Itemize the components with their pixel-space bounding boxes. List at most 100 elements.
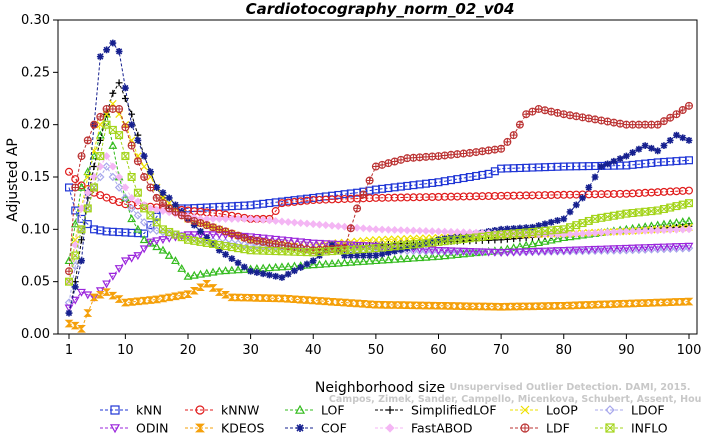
data-point <box>378 250 386 258</box>
data-point <box>171 256 180 265</box>
data-point <box>146 296 155 304</box>
data-point <box>258 294 268 302</box>
data-point <box>152 205 161 214</box>
data-point <box>340 222 349 231</box>
data-point <box>659 298 669 307</box>
data-point <box>246 240 255 250</box>
data-point <box>490 302 500 311</box>
data-point <box>559 110 568 119</box>
data-point <box>214 288 224 296</box>
data-point <box>615 246 625 255</box>
data-point <box>566 208 574 216</box>
data-point <box>114 183 124 192</box>
data-point <box>284 270 292 278</box>
data-point <box>422 227 430 235</box>
data-point <box>139 296 149 305</box>
legend-label: kNN <box>136 403 162 418</box>
legend-label: SimplifiedLOF <box>411 403 497 418</box>
data-point <box>665 244 675 254</box>
series-layer <box>64 39 694 333</box>
data-point <box>190 221 198 229</box>
data-point <box>427 246 437 255</box>
data-point <box>71 183 80 192</box>
data-point <box>446 302 456 310</box>
data-point <box>139 218 149 227</box>
data-point <box>665 298 675 306</box>
data-point <box>547 107 556 116</box>
watermark: Unsupervised Outlier Detection. DAMI, 20… <box>329 382 702 405</box>
x-axis-label: Neighborhood size <box>315 380 445 396</box>
data-point <box>158 207 167 215</box>
legend-marker <box>296 424 304 432</box>
data-point <box>64 167 73 176</box>
data-point <box>547 218 555 226</box>
data-point <box>346 299 356 307</box>
legend-marker <box>520 405 530 415</box>
legend-item-knn: kNN <box>100 403 162 418</box>
data-point <box>115 104 124 113</box>
series-cof <box>65 39 693 317</box>
data-point <box>140 162 148 171</box>
data-point <box>228 255 236 263</box>
data-point <box>328 221 336 230</box>
data-point <box>284 218 293 226</box>
data-point <box>597 228 606 237</box>
x-tick-label: 40 <box>305 343 322 358</box>
data-point <box>90 120 99 129</box>
data-point <box>302 296 312 304</box>
data-point <box>108 291 118 300</box>
data-point <box>641 226 650 235</box>
data-point <box>509 131 518 140</box>
data-point <box>108 172 118 182</box>
data-point <box>384 249 392 256</box>
data-point <box>283 261 293 270</box>
data-point <box>452 247 462 256</box>
data-point <box>296 295 306 304</box>
data-point <box>559 233 569 242</box>
data-point <box>121 193 130 203</box>
data-point <box>353 223 362 232</box>
data-point <box>515 248 525 257</box>
data-point <box>271 216 280 225</box>
data-point <box>459 302 468 310</box>
data-point <box>634 227 643 235</box>
data-point <box>541 220 549 228</box>
data-point <box>622 227 631 236</box>
data-point <box>597 116 606 125</box>
data-point <box>515 120 524 129</box>
data-point <box>534 104 543 113</box>
data-point <box>447 227 455 236</box>
data-point <box>78 257 85 265</box>
data-point <box>616 155 624 163</box>
data-point <box>610 157 618 165</box>
series-kdeos <box>64 279 694 333</box>
data-point <box>554 217 561 224</box>
data-point <box>403 226 412 235</box>
data-point <box>384 235 393 244</box>
data-point <box>415 246 424 256</box>
data-point <box>396 254 406 263</box>
legend-label: KDEOS <box>221 421 265 434</box>
data-point <box>402 254 412 262</box>
data-point <box>121 152 130 161</box>
data-point <box>133 297 143 306</box>
data-point <box>171 207 180 216</box>
data-point <box>71 241 80 249</box>
data-point <box>622 152 630 160</box>
data-point <box>503 302 512 311</box>
data-point <box>171 292 180 301</box>
data-point <box>453 228 462 237</box>
data-point <box>685 225 693 234</box>
data-point <box>516 224 524 232</box>
data-point <box>258 234 268 243</box>
data-point <box>666 225 675 234</box>
data-point <box>315 259 324 268</box>
data-point <box>509 248 519 257</box>
data-point <box>427 301 437 310</box>
data-point <box>352 299 362 308</box>
data-point <box>640 299 650 307</box>
data-point <box>321 240 331 249</box>
data-point <box>653 120 662 129</box>
data-point <box>127 298 136 306</box>
data-point <box>333 298 343 306</box>
